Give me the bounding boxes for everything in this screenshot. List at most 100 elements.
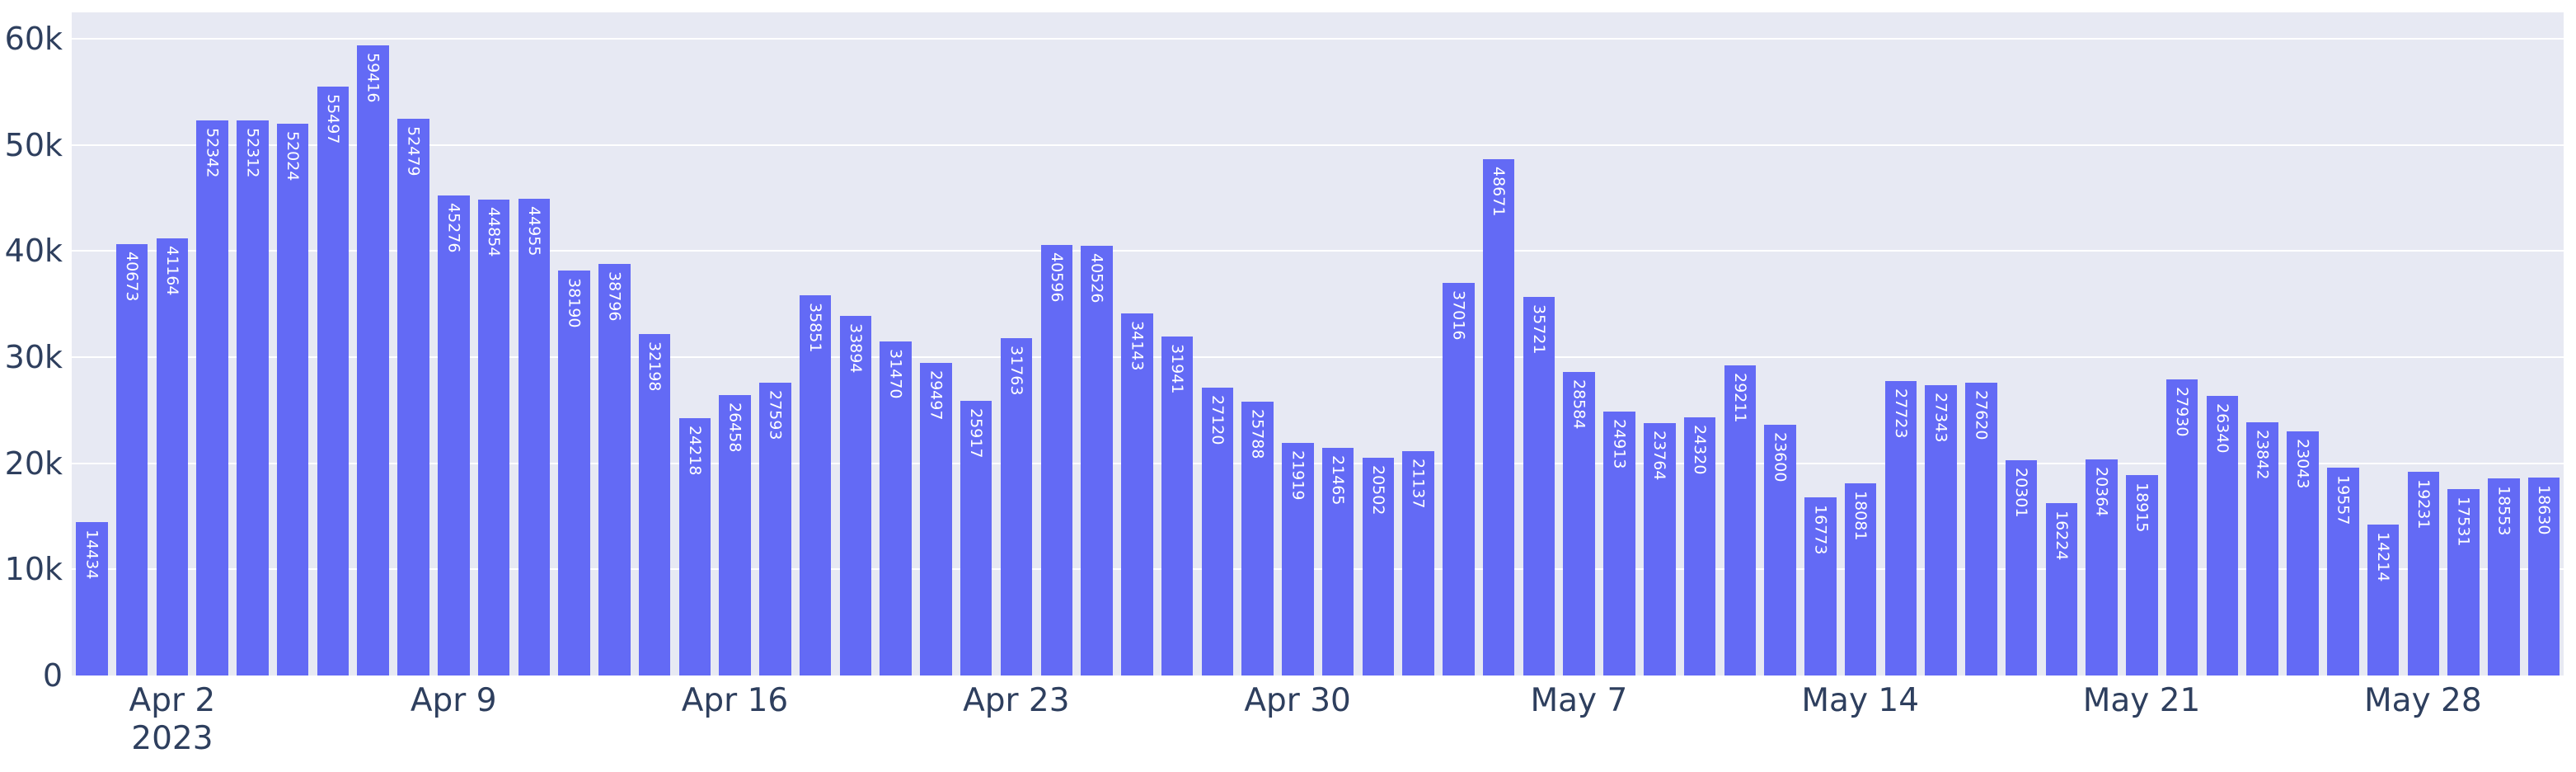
bar[interactable]: 17531: [2447, 489, 2480, 676]
bar[interactable]: 28584: [1563, 372, 1595, 676]
bar[interactable]: 38190: [558, 270, 590, 676]
bar-slot: 55497: [313, 12, 354, 676]
bar[interactable]: 25788: [1241, 402, 1274, 676]
bar[interactable]: 27593: [759, 383, 791, 676]
bar-slot: 29211: [1720, 12, 1760, 676]
bar[interactable]: 25917: [960, 400, 992, 676]
bar-value-label: 27593: [766, 390, 785, 440]
bar[interactable]: 52024: [276, 123, 309, 676]
y-tick-label: 20k: [4, 445, 63, 482]
bar-slot: 18553: [2484, 12, 2524, 676]
bar[interactable]: 24913: [1603, 411, 1635, 676]
bar[interactable]: 24218: [678, 418, 711, 676]
bar[interactable]: 29211: [1724, 365, 1757, 676]
bar[interactable]: 27723: [1884, 381, 1917, 676]
bar[interactable]: 19557: [2327, 468, 2359, 676]
x-tick-label: May 7: [1531, 682, 1628, 720]
bar[interactable]: 21465: [1321, 447, 1354, 676]
y-tick-label: 0: [42, 657, 63, 694]
bar[interactable]: 45276: [438, 195, 470, 676]
bar[interactable]: 37016: [1443, 282, 1475, 676]
bar-value-label: 21465: [1329, 454, 1348, 506]
bar-slot: 59416: [353, 12, 393, 676]
bar[interactable]: 52479: [397, 118, 429, 676]
bar[interactable]: 40526: [1081, 245, 1113, 676]
bar[interactable]: 40673: [115, 243, 148, 676]
bar[interactable]: 16224: [2045, 503, 2078, 676]
bar[interactable]: 23842: [2246, 422, 2278, 676]
bar-slot: 37016: [1438, 12, 1479, 676]
y-tick-label: 40k: [4, 233, 63, 270]
bar[interactable]: 35851: [799, 294, 832, 676]
bar[interactable]: 26458: [719, 394, 751, 676]
bar-value-label: 40526: [1087, 252, 1106, 304]
bar-value-label: 38796: [605, 271, 624, 322]
bar[interactable]: 21919: [1282, 443, 1314, 676]
bar[interactable]: 31470: [880, 341, 912, 676]
bar[interactable]: 35721: [1523, 296, 1555, 676]
bar[interactable]: 41164: [156, 238, 189, 676]
bar[interactable]: 38796: [598, 263, 631, 676]
bar[interactable]: 19231: [2407, 471, 2440, 676]
bar[interactable]: 14214: [2367, 525, 2400, 676]
bar[interactable]: 23043: [2287, 431, 2319, 676]
bar-slot: 25788: [1237, 12, 1278, 676]
bar[interactable]: 18553: [2488, 478, 2520, 676]
bar[interactable]: 16773: [1804, 497, 1837, 676]
bar[interactable]: 21137: [1402, 451, 1434, 676]
bar[interactable]: 23764: [1643, 423, 1676, 676]
bar-slot: 23043: [2283, 12, 2323, 676]
bar[interactable]: 52312: [237, 120, 269, 676]
gridline: [72, 38, 2564, 40]
bar[interactable]: 14434: [76, 522, 108, 676]
bar[interactable]: 23600: [1764, 425, 1796, 676]
bar[interactable]: 32198: [638, 333, 671, 676]
y-tick-label: 50k: [4, 126, 63, 163]
bar[interactable]: 27343: [1925, 385, 1957, 676]
bar[interactable]: 31941: [1161, 337, 1194, 676]
bar[interactable]: 44955: [518, 198, 551, 676]
bar[interactable]: 26340: [2206, 396, 2239, 676]
bar[interactable]: 18081: [1844, 483, 1877, 676]
bar[interactable]: 31763: [1000, 338, 1033, 676]
bar-value-label: 31763: [1006, 346, 1025, 396]
y-tick-label: 60k: [4, 21, 63, 58]
bar[interactable]: 55497: [317, 87, 350, 676]
bar[interactable]: 52342: [196, 120, 228, 676]
bar[interactable]: 20301: [2005, 459, 2038, 676]
bar[interactable]: 27620: [1965, 382, 1997, 676]
bar[interactable]: 29497: [920, 362, 952, 676]
bar[interactable]: 27120: [1201, 388, 1234, 676]
bar-slot: 21465: [1318, 12, 1358, 676]
bar[interactable]: 27930: [2165, 379, 2198, 676]
bar-value-label: 27930: [2173, 386, 2192, 437]
bar-slot: 31941: [1157, 12, 1198, 676]
bar[interactable]: 24320: [1683, 417, 1716, 676]
bar[interactable]: 33894: [839, 316, 872, 676]
bar-slot: 20502: [1358, 12, 1399, 676]
bar-slot: 14434: [72, 12, 112, 676]
bar[interactable]: 18915: [2126, 474, 2158, 676]
bar-value-label: 14214: [2374, 532, 2393, 582]
bar[interactable]: 34143: [1121, 313, 1153, 676]
bar-slot: 18630: [2524, 12, 2564, 676]
bar[interactable]: 20502: [1362, 458, 1395, 676]
bar-slot: 35851: [795, 12, 836, 676]
bar[interactable]: 20364: [2086, 459, 2118, 676]
bar-slot: 28584: [1559, 12, 1599, 676]
bar[interactable]: 40596: [1040, 244, 1073, 676]
bar-slot: 52312: [232, 12, 273, 676]
bar-value-label: 55497: [323, 94, 342, 144]
bar[interactable]: 18630: [2527, 478, 2560, 676]
bar-value-label: 26458: [725, 402, 744, 453]
bar[interactable]: 59416: [357, 45, 389, 676]
bar-value-label: 35721: [1529, 304, 1548, 354]
bar-value-label: 26340: [2212, 403, 2231, 454]
bar-slot: 31470: [875, 12, 916, 676]
bar-value-label: 17531: [2454, 497, 2473, 547]
bar[interactable]: 48671: [1482, 158, 1515, 676]
x-tick-label: Apr 16: [682, 682, 789, 720]
bar-value-label: 52342: [203, 127, 222, 178]
x-tick-date: Apr 16: [681, 682, 789, 719]
bar[interactable]: 44854: [477, 200, 510, 676]
